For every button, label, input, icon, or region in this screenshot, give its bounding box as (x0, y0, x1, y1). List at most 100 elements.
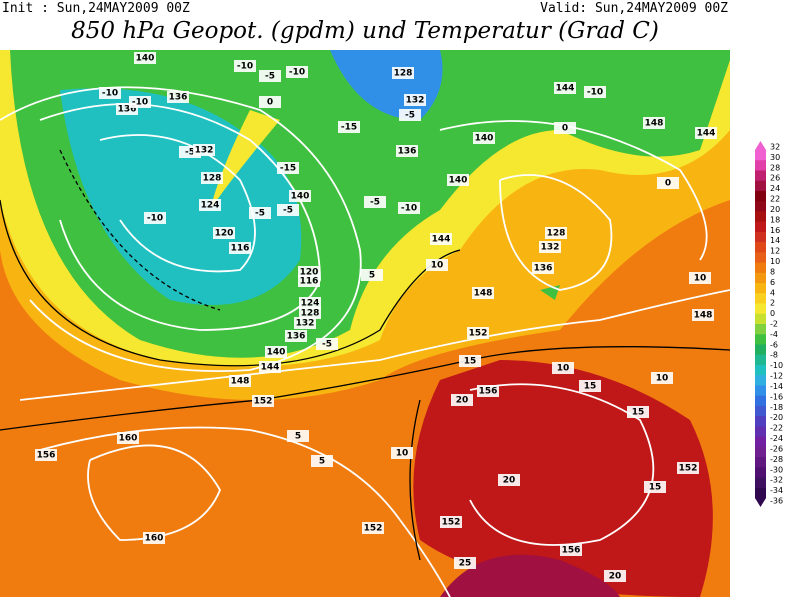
contour-label: -5 (283, 206, 293, 216)
contour-label: 140 (136, 54, 155, 64)
label-box (364, 196, 386, 208)
label-box (201, 172, 223, 184)
contour-label: 148 (645, 119, 664, 129)
contour-label: -5 (322, 340, 332, 350)
contour-label: 0 (267, 98, 273, 108)
label-box (392, 67, 414, 79)
label-box (361, 269, 383, 281)
label-box (99, 87, 121, 99)
label-box (193, 144, 215, 156)
label-box (426, 259, 448, 271)
contour-label: 124 (301, 299, 320, 309)
colorbar-segment (755, 395, 766, 407)
label-box (399, 109, 421, 121)
label-box (467, 327, 489, 339)
colorbar-label: 20 (770, 205, 780, 214)
contour-label: 152 (469, 329, 488, 339)
contour-label: 156 (479, 387, 498, 397)
colorbar-label: -2 (770, 320, 778, 329)
label-box (298, 275, 320, 287)
label-box (477, 385, 499, 397)
contour-label: 15 (584, 382, 597, 392)
contour-label: 152 (679, 464, 698, 474)
label-box (338, 121, 360, 133)
contour-label: 5 (295, 432, 301, 442)
contour-label: 148 (694, 311, 713, 321)
label-box (294, 317, 316, 329)
label-box (695, 127, 717, 139)
contour-label: 156 (562, 546, 581, 556)
contour-label: 132 (406, 96, 425, 106)
valid-time: Valid: Sun,24MAY2009 00Z (540, 1, 728, 16)
contour-label: 20 (503, 476, 516, 486)
label-box (689, 272, 711, 284)
colorbar-segment (755, 477, 766, 489)
label-box (560, 544, 582, 556)
contour-label: 20 (609, 572, 622, 582)
label-box (259, 70, 281, 82)
contour-label: 144 (697, 129, 716, 139)
contour-label: 132 (195, 146, 214, 156)
colorbar-label: 22 (770, 195, 780, 204)
colorbar-label: -8 (770, 351, 778, 360)
contour-label: 128 (547, 229, 566, 239)
colorbar-segment (755, 170, 766, 182)
label-box (259, 96, 281, 108)
colorbar-label: 4 (770, 288, 775, 297)
colorbar-segment (755, 375, 766, 386)
contour-label: 136 (287, 332, 306, 342)
label-box (404, 94, 426, 106)
label-box (199, 199, 221, 211)
contour-label: -15 (341, 123, 357, 133)
colorbar-label: 28 (770, 163, 780, 172)
colorbar-label: -36 (770, 497, 783, 506)
contour-label: 136 (118, 105, 137, 115)
colorbar-label: -16 (770, 392, 783, 401)
label-box (311, 455, 333, 467)
label-box (643, 117, 665, 129)
colorbar-segment (755, 446, 766, 458)
label-box (213, 227, 235, 239)
label-box (117, 432, 139, 444)
colorbar-segment (755, 303, 766, 315)
colorbar-label: -28 (770, 455, 783, 464)
contour-label: 128 (301, 309, 320, 319)
colorbar-label: 30 (770, 153, 780, 162)
contour-label: 152 (364, 524, 383, 534)
colorbar-label: 16 (770, 226, 780, 235)
label-box (627, 406, 649, 418)
label-box (430, 233, 452, 245)
label-box (473, 132, 495, 144)
contour-label: 0 (665, 179, 671, 189)
label-box (657, 177, 679, 189)
contour-label: 140 (449, 176, 468, 186)
label-box (459, 355, 481, 367)
label-box (129, 96, 151, 108)
label-box (644, 481, 666, 493)
colorbar-segment (755, 364, 766, 376)
contour-label: 124 (201, 201, 220, 211)
label-box (440, 516, 462, 528)
colorbar-label: -20 (770, 413, 783, 422)
contour-label: 5 (369, 271, 375, 281)
contour-label: 136 (534, 264, 553, 274)
label-box (289, 190, 311, 202)
label-box (552, 362, 574, 374)
contour-label: 128 (203, 174, 222, 184)
label-box (651, 372, 673, 384)
colorbar-segment (755, 231, 766, 243)
label-box (277, 204, 299, 216)
label-box (554, 122, 576, 134)
colorbar-label: -32 (770, 476, 783, 485)
colorbar-segment (755, 252, 766, 264)
label-box (498, 474, 520, 486)
colorbar-segment (755, 457, 766, 468)
contour-label: -10 (132, 98, 148, 108)
contour-label: 25 (459, 559, 472, 569)
label-box (259, 361, 281, 373)
contour-label: 140 (475, 134, 494, 144)
label-box (447, 174, 469, 186)
contour-label: -10 (102, 89, 118, 99)
label-box (143, 532, 165, 544)
